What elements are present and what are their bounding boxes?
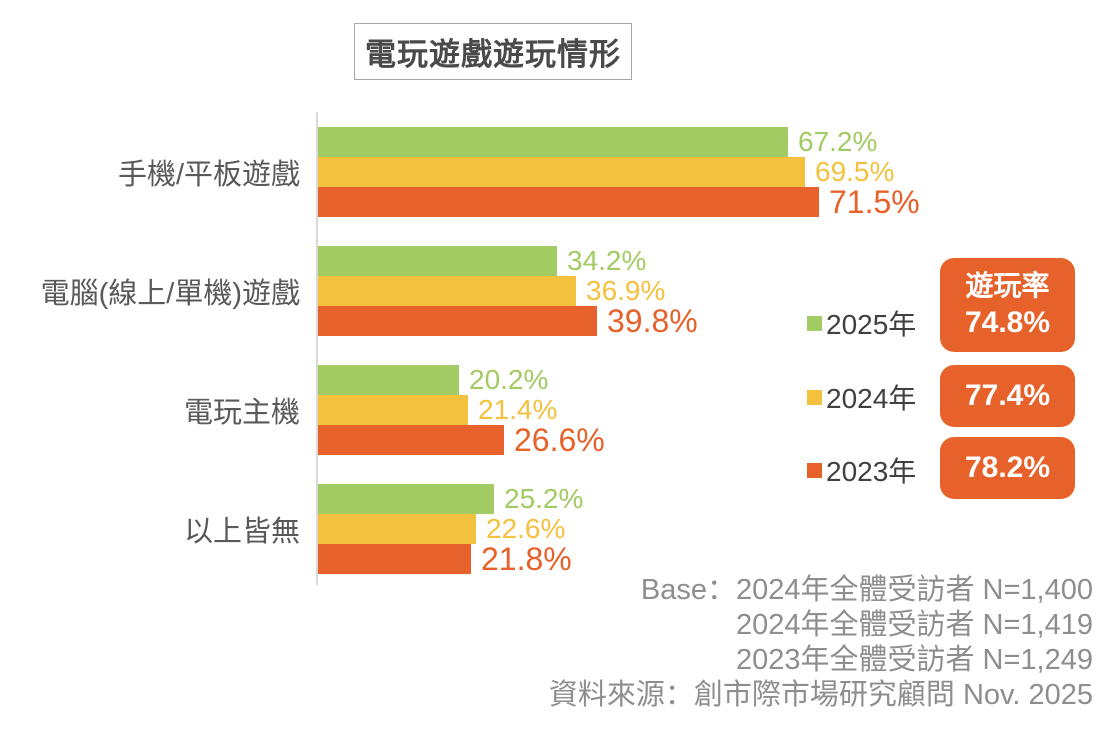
footnotes: Base：2024年全體受訪者 N=1,400 2024年全體受訪者 N=1,4… — [393, 573, 1093, 713]
legend-label-2023: 2023年 — [826, 456, 917, 487]
value-label-2024年-以上皆無: 22.6% — [486, 513, 566, 544]
value-label-2024年-手機/平板遊戲: 69.5% — [815, 156, 895, 187]
bar-2025年-電腦(線上/單機)遊戲 — [318, 246, 557, 276]
play-rate-heading: 遊玩率 — [965, 270, 1050, 301]
footnote-base-line-1: Base：2024年全體受訪者 N=1,400 — [640, 574, 1093, 606]
category-label: 電腦(線上/單機)遊戲 — [40, 278, 300, 310]
legend-swatch-2023 — [807, 462, 822, 478]
bar-2025年-電玩主機 — [318, 365, 459, 395]
bar-2024年-手機/平板遊戲 — [318, 157, 805, 187]
bar-2023年-電玩主機 — [318, 425, 504, 455]
value-label-2023年-電玩主機: 26.6% — [514, 422, 605, 458]
y-axis-line — [316, 112, 318, 585]
bar-2025年-手機/平板遊戲 — [318, 127, 788, 157]
value-label-2025年-以上皆無: 25.2% — [504, 483, 584, 514]
bar-2023年-以上皆無 — [318, 544, 471, 574]
legend-item-2023: 2023年 — [807, 455, 916, 487]
footnote-source: 資料來源：創市際市場研究顧問 Nov. 2025 — [548, 679, 1093, 711]
bar-2023年-手機/平板遊戲 — [318, 187, 819, 217]
footnote-base-line-3: 2023年全體受訪者 N=1,249 — [735, 644, 1093, 676]
legend-item-2024: 2024年 — [807, 382, 916, 414]
footnote-base-line-2: 2024年全體受訪者 N=1,419 — [735, 609, 1093, 641]
category-label: 以上皆無 — [183, 516, 300, 548]
chart-title: 電玩遊戲遊玩情形 — [365, 37, 621, 72]
value-label-2024年-電腦(線上/單機)遊戲: 36.9% — [586, 275, 666, 306]
bar-2024年-電玩主機 — [318, 395, 468, 425]
play-rate-value-2023: 78.2% — [964, 451, 1051, 484]
value-label-2023年-手機/平板遊戲: 71.5% — [829, 184, 920, 220]
category-label: 手機/平板遊戲 — [117, 159, 300, 191]
chart-title-box: 電玩遊戲遊玩情形 — [354, 23, 632, 80]
play-rate-badge-2025: 遊玩率 74.8% — [940, 258, 1075, 352]
value-label-2023年-電腦(線上/單機)遊戲: 39.8% — [607, 303, 698, 339]
legend-swatch-2024 — [807, 389, 822, 405]
bar-2025年-以上皆無 — [318, 484, 494, 514]
category-label: 電玩主機 — [183, 397, 300, 429]
play-rate-value-2024: 77.4% — [964, 379, 1051, 412]
play-rate-badge-2024: 77.4% — [940, 365, 1075, 427]
legend-label-2025: 2025年 — [826, 309, 917, 340]
value-label-2025年-電玩主機: 20.2% — [469, 364, 549, 395]
legend-label-2024: 2024年 — [826, 383, 917, 414]
legend-swatch-2025 — [807, 315, 822, 331]
value-label-2024年-電玩主機: 21.4% — [478, 394, 558, 425]
value-label-2025年-電腦(線上/單機)遊戲: 34.2% — [567, 245, 647, 276]
bar-2024年-以上皆無 — [318, 514, 476, 544]
value-label-2023年-以上皆無: 21.8% — [481, 541, 572, 577]
value-label-2025年-手機/平板遊戲: 67.2% — [798, 126, 878, 157]
play-rate-value-2025: 74.8% — [964, 306, 1051, 339]
bar-2024年-電腦(線上/單機)遊戲 — [318, 276, 576, 306]
bar-2023年-電腦(線上/單機)遊戲 — [318, 306, 597, 336]
legend-item-2025: 2025年 — [807, 308, 916, 340]
play-rate-badge-2023: 78.2% — [940, 437, 1075, 499]
